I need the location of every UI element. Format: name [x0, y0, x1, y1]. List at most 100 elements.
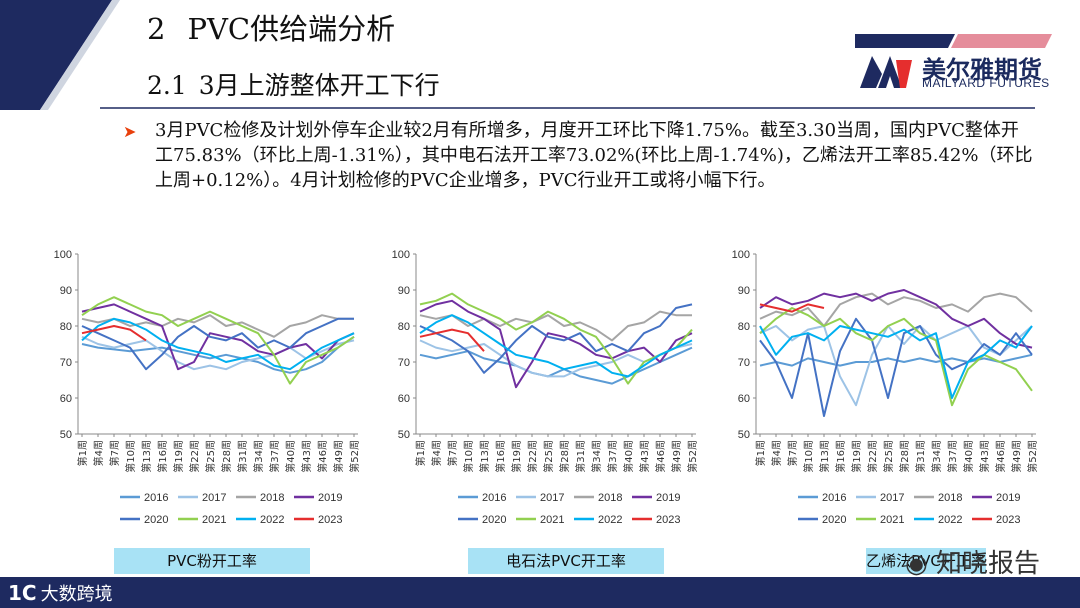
legend-label: 2019	[318, 492, 342, 504]
x-tick-label: 第25周	[204, 440, 217, 473]
x-tick-label: 第37周	[268, 440, 281, 473]
y-tick-label: 50	[738, 429, 750, 441]
legend-label: 2017	[540, 492, 564, 504]
legend-label: 2016	[482, 492, 506, 504]
x-tick-label: 第28周	[898, 440, 911, 473]
footer-logo-text: 大数跨境	[40, 584, 113, 605]
subsection-title-text: 3月上游整体开工下行	[198, 71, 440, 100]
y-tick-label: 90	[738, 285, 750, 297]
y-tick-label: 100	[54, 249, 72, 261]
y-tick-label: 50	[398, 429, 410, 441]
x-tick-label: 第10周	[124, 440, 137, 473]
legend-label: 2018	[598, 492, 622, 504]
legend-label: 2016	[822, 492, 846, 504]
x-tick-label: 第7周	[108, 440, 121, 466]
x-tick-label: 第25周	[882, 440, 895, 473]
x-tick-label: 第37周	[606, 440, 619, 473]
series-line-2020	[419, 303, 693, 374]
x-tick-label: 第34周	[252, 440, 265, 473]
series-line-2021	[81, 296, 355, 385]
legend-label: 2017	[202, 492, 226, 504]
x-tick-label: 第22周	[188, 440, 201, 473]
x-tick-label: 第1周	[414, 440, 427, 466]
series-line-2018	[419, 310, 692, 342]
series-line-2021	[419, 292, 693, 385]
legend-label: 2020	[482, 514, 506, 526]
x-tick-label: 第19周	[850, 440, 863, 473]
watermark: ◉ 知晓报告	[905, 543, 1040, 580]
series-line-2022	[759, 325, 1033, 399]
x-tick-label: 第28周	[220, 440, 233, 473]
section-title-text: PVC供给端分析	[187, 12, 396, 46]
y-tick-label: 70	[60, 357, 72, 369]
legend-label: 2022	[938, 514, 962, 526]
x-tick-label: 第43周	[638, 440, 651, 473]
x-tick-label: 第22周	[866, 440, 879, 473]
series-line-2016	[419, 346, 693, 385]
x-tick-label: 第43周	[300, 440, 313, 473]
x-tick-label: 第31周	[914, 440, 927, 473]
series-line-2019	[419, 299, 693, 389]
y-tick-label: 60	[398, 393, 410, 405]
legend-label: 2023	[318, 514, 342, 526]
legend-label: 2021	[880, 514, 904, 526]
legend-label: 2021	[540, 514, 564, 526]
y-tick-label: 80	[398, 321, 410, 333]
x-tick-label: 第13周	[140, 440, 153, 473]
series-line-2017	[759, 325, 1033, 407]
series-line-2023	[419, 328, 485, 352]
subsection-number: 2.1	[147, 71, 187, 100]
x-tick-label: 第46周	[654, 440, 667, 473]
series-line-2023	[81, 325, 147, 342]
series-line-2023	[759, 303, 825, 313]
x-tick-label: 第37周	[946, 440, 959, 473]
y-tick-label: 50	[60, 429, 72, 441]
x-tick-label: 第40周	[284, 440, 297, 473]
x-tick-label: 第40周	[962, 440, 975, 473]
x-tick-label: 第1周	[76, 440, 89, 466]
x-tick-label: 第31周	[574, 440, 587, 473]
y-tick-label: 90	[60, 285, 72, 297]
x-tick-label: 第34周	[930, 440, 943, 473]
x-tick-label: 第4周	[92, 440, 105, 466]
series-line-2022	[419, 314, 693, 378]
footer-bar	[0, 577, 1080, 608]
legend-label: 2021	[202, 514, 226, 526]
x-tick-label: 第10周	[462, 440, 475, 473]
legend-label: 2018	[938, 492, 962, 504]
wechat-icon: ◉	[905, 549, 928, 579]
x-tick-label: 第13周	[478, 440, 491, 473]
legend-label: 2019	[996, 492, 1020, 504]
caption-pvc-powder: PVC粉开工率	[114, 548, 310, 574]
x-tick-label: 第4周	[770, 440, 783, 466]
series-line-2016	[759, 353, 1033, 367]
x-tick-label: 第1周	[754, 440, 767, 466]
series-line-2019	[81, 303, 355, 371]
series-line-2022	[81, 317, 355, 371]
section-title: 2 PVC供给端分析	[147, 6, 395, 48]
y-tick-label: 80	[60, 321, 72, 333]
x-tick-label: 第49周	[1010, 440, 1023, 473]
footer-logo: 1C 大数跨境	[8, 580, 113, 606]
legend-label: 2016	[144, 492, 168, 504]
y-tick-label: 70	[398, 357, 410, 369]
y-tick-label: 100	[392, 249, 410, 261]
navy-corner-shape	[0, 0, 112, 110]
x-tick-label: 第49周	[332, 440, 345, 473]
legend-label: 2017	[880, 492, 904, 504]
y-tick-label: 90	[398, 285, 410, 297]
legend-label: 2020	[822, 514, 846, 526]
series-line-2020	[81, 317, 354, 371]
arrow-bullet-icon: ➤	[123, 122, 137, 141]
corner-stripe	[40, 0, 120, 110]
x-tick-label: 第46周	[994, 440, 1007, 473]
x-tick-label: 第52周	[348, 440, 361, 473]
x-tick-label: 第46周	[316, 440, 329, 473]
y-tick-label: 60	[738, 393, 750, 405]
x-tick-label: 第52周	[686, 440, 699, 473]
caption-carbide-pvc: 电石法PVC开工率	[468, 548, 664, 574]
section-number: 2	[147, 12, 166, 46]
